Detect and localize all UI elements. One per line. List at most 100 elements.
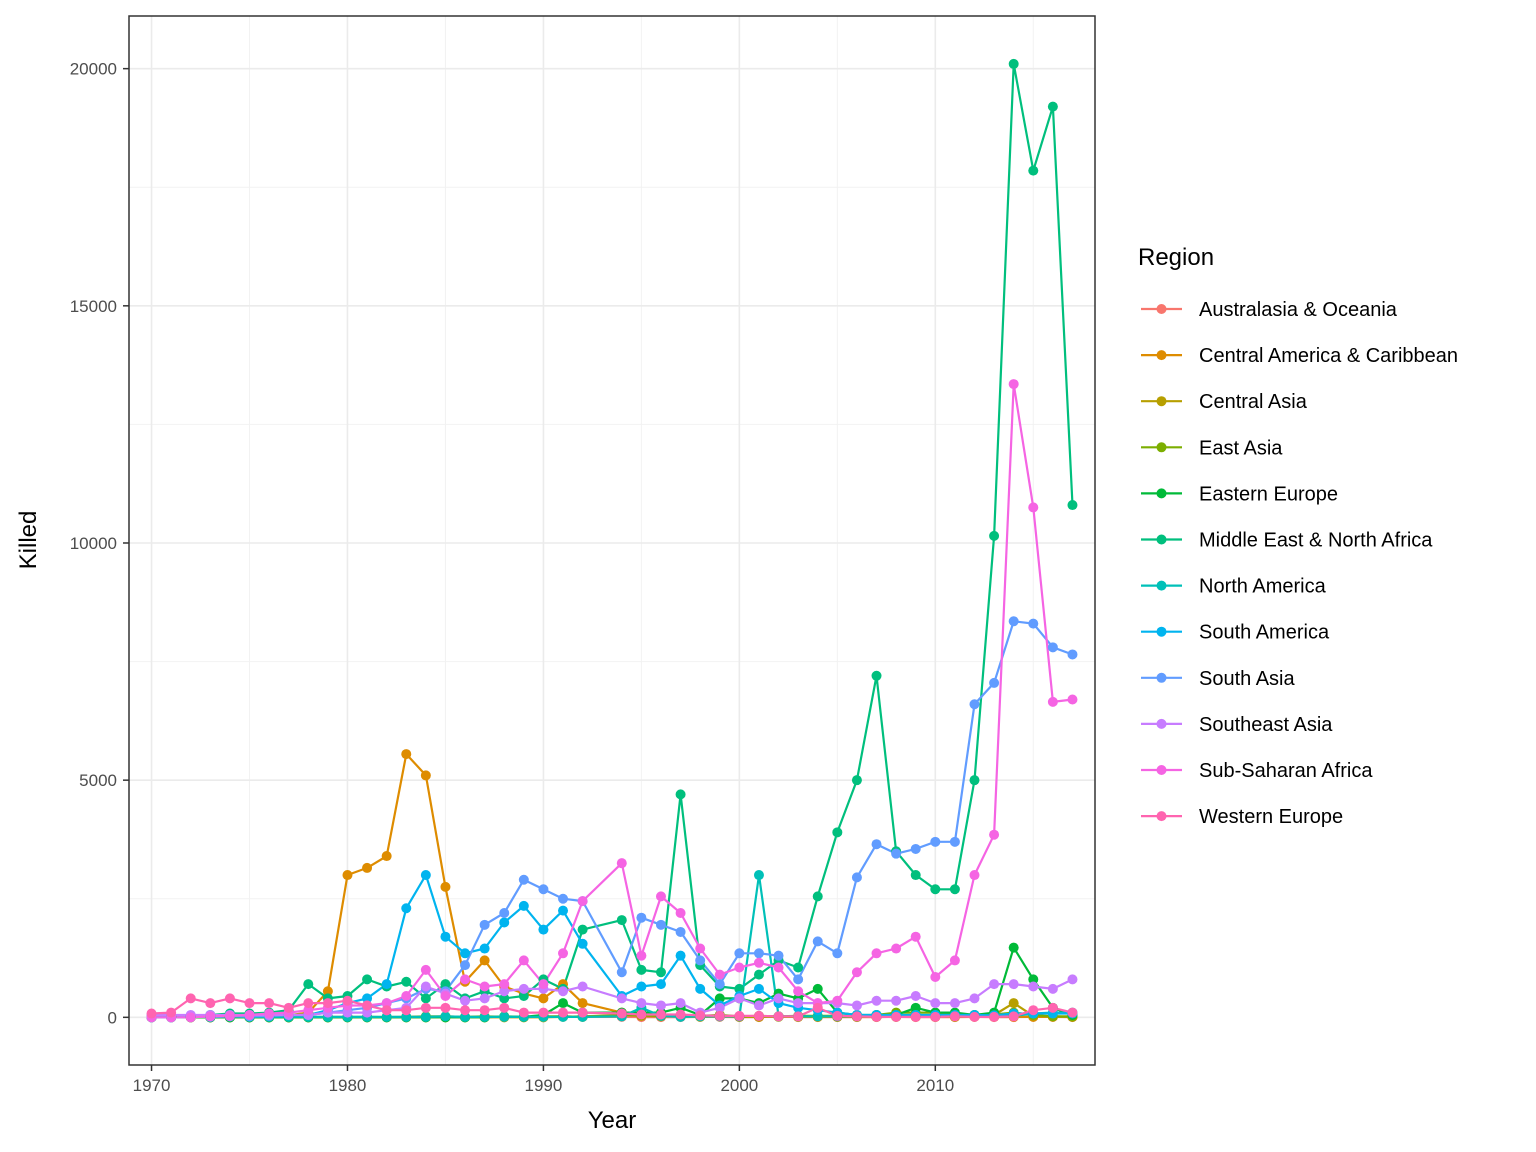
data-point-sub-saharan-africa bbox=[479, 981, 490, 992]
data-point-south-asia bbox=[499, 907, 510, 918]
legend-label: East Asia bbox=[1199, 437, 1283, 459]
data-point-western-europe bbox=[538, 1007, 549, 1018]
legend-key-point bbox=[1156, 442, 1167, 453]
data-point-south-asia bbox=[1008, 616, 1019, 627]
data-point-middle-east-and-north-africa bbox=[675, 789, 686, 800]
data-point-southeast-asia bbox=[871, 995, 882, 1006]
data-point-southeast-asia bbox=[558, 986, 569, 997]
data-point-central-america-and-caribbean bbox=[440, 881, 451, 892]
legend-key-point bbox=[1156, 765, 1167, 775]
data-point-sub-saharan-africa bbox=[773, 962, 784, 973]
data-point-south-asia bbox=[969, 699, 980, 710]
data-point-western-europe bbox=[420, 1002, 431, 1013]
data-point-sub-saharan-africa bbox=[714, 969, 725, 980]
data-point-south-asia bbox=[675, 926, 686, 937]
data-point-south-america bbox=[460, 948, 471, 959]
data-point-south-asia bbox=[832, 948, 843, 959]
data-point-central-america-and-caribbean bbox=[538, 993, 549, 1004]
data-point-western-europe bbox=[793, 1011, 804, 1022]
data-point-southeast-asia bbox=[851, 1000, 862, 1011]
data-point-western-europe bbox=[283, 1002, 294, 1013]
data-point-sub-saharan-africa bbox=[1028, 502, 1039, 513]
data-point-western-europe bbox=[910, 1011, 921, 1022]
series-points bbox=[146, 58, 1078, 1023]
legend-key-point bbox=[1156, 718, 1167, 729]
data-point-sub-saharan-africa bbox=[538, 979, 549, 990]
data-point-western-europe bbox=[655, 1009, 666, 1020]
data-point-middle-east-and-north-africa bbox=[577, 924, 588, 935]
data-point-middle-east-and-north-africa bbox=[1028, 165, 1039, 176]
y-tick-label: 20000 bbox=[70, 60, 117, 79]
data-point-southeast-asia bbox=[891, 995, 902, 1006]
legend-key-point bbox=[1156, 396, 1167, 407]
data-point-southeast-asia bbox=[714, 1002, 725, 1013]
legend-label: North America bbox=[1199, 576, 1327, 598]
data-point-middle-east-and-north-africa bbox=[989, 530, 1000, 541]
data-point-sub-saharan-africa bbox=[832, 995, 843, 1006]
data-point-south-asia bbox=[1028, 618, 1039, 629]
data-point-western-europe bbox=[479, 1005, 490, 1016]
legend-label: Sub-Saharan Africa bbox=[1199, 760, 1373, 782]
data-point-south-america bbox=[636, 981, 647, 992]
data-point-eastern-europe bbox=[812, 983, 823, 994]
legend-key-point bbox=[1156, 534, 1167, 545]
data-point-western-europe bbox=[440, 1002, 451, 1013]
data-point-south-asia bbox=[460, 960, 471, 971]
data-point-south-asia bbox=[518, 874, 529, 885]
data-point-middle-east-and-north-africa bbox=[930, 884, 941, 895]
x-tick-label: 2000 bbox=[720, 1076, 758, 1095]
data-point-southeast-asia bbox=[793, 998, 804, 1009]
data-point-sub-saharan-africa bbox=[499, 979, 510, 990]
data-point-sub-saharan-africa bbox=[675, 907, 686, 918]
data-point-southeast-asia bbox=[577, 981, 588, 992]
data-point-south-america bbox=[558, 905, 569, 916]
data-point-sub-saharan-africa bbox=[460, 974, 471, 985]
data-point-middle-east-and-north-africa bbox=[871, 670, 882, 681]
data-point-sub-saharan-africa bbox=[303, 1005, 314, 1016]
legend-key-point bbox=[1156, 350, 1167, 361]
data-point-southeast-asia bbox=[1067, 974, 1078, 985]
data-point-sub-saharan-africa bbox=[381, 998, 392, 1009]
data-point-southeast-asia bbox=[342, 1007, 353, 1018]
data-point-eastern-europe bbox=[1008, 942, 1019, 953]
data-point-central-america-and-caribbean bbox=[577, 998, 588, 1009]
data-point-southeast-asia bbox=[420, 981, 431, 992]
data-point-middle-east-and-north-africa bbox=[440, 979, 451, 990]
legend-item-sub-saharan-africa: Sub-Saharan Africa bbox=[1141, 760, 1373, 782]
legend-label: Central Asia bbox=[1199, 391, 1308, 413]
data-point-south-america bbox=[518, 900, 529, 911]
data-point-southeast-asia bbox=[969, 993, 980, 1004]
data-point-sub-saharan-africa bbox=[401, 990, 412, 1001]
data-point-south-asia bbox=[753, 948, 764, 959]
data-point-south-asia bbox=[695, 955, 706, 966]
data-point-south-america bbox=[577, 938, 588, 949]
data-point-middle-east-and-north-africa bbox=[1008, 58, 1019, 69]
data-point-western-europe bbox=[891, 1011, 902, 1022]
data-point-south-asia bbox=[714, 979, 725, 990]
legend-item-australasia-and-oceania: Australasia & Oceania bbox=[1141, 299, 1398, 321]
data-point-western-europe bbox=[1067, 1007, 1078, 1018]
data-point-sub-saharan-africa bbox=[989, 829, 1000, 840]
data-point-western-europe bbox=[675, 1009, 686, 1020]
legend-item-south-america: South America bbox=[1141, 622, 1330, 644]
data-point-north-america bbox=[420, 1011, 431, 1022]
data-point-southeast-asia bbox=[753, 1000, 764, 1011]
legend-key-point bbox=[1156, 672, 1167, 683]
legend-key-point bbox=[1156, 488, 1167, 499]
legend-item-central-asia: Central Asia bbox=[1141, 391, 1308, 413]
data-point-southeast-asia bbox=[362, 1007, 373, 1018]
data-point-western-europe bbox=[734, 1010, 745, 1021]
data-point-south-asia bbox=[773, 950, 784, 961]
data-point-western-europe bbox=[636, 1009, 647, 1020]
data-point-western-europe bbox=[362, 1000, 373, 1011]
data-point-southeast-asia bbox=[479, 993, 490, 1004]
legend-label: Central America & Caribbean bbox=[1199, 345, 1458, 367]
data-point-middle-east-and-north-africa bbox=[753, 969, 764, 980]
plot-border bbox=[128, 15, 1096, 1066]
data-point-south-asia bbox=[989, 677, 1000, 688]
legend-item-southeast-asia: Southeast Asia bbox=[1141, 714, 1333, 736]
y-tick-label: 10000 bbox=[70, 534, 117, 553]
legend-item-south-asia: South Asia bbox=[1141, 668, 1296, 690]
data-point-sub-saharan-africa bbox=[1047, 696, 1058, 707]
data-point-sub-saharan-africa bbox=[930, 972, 941, 983]
